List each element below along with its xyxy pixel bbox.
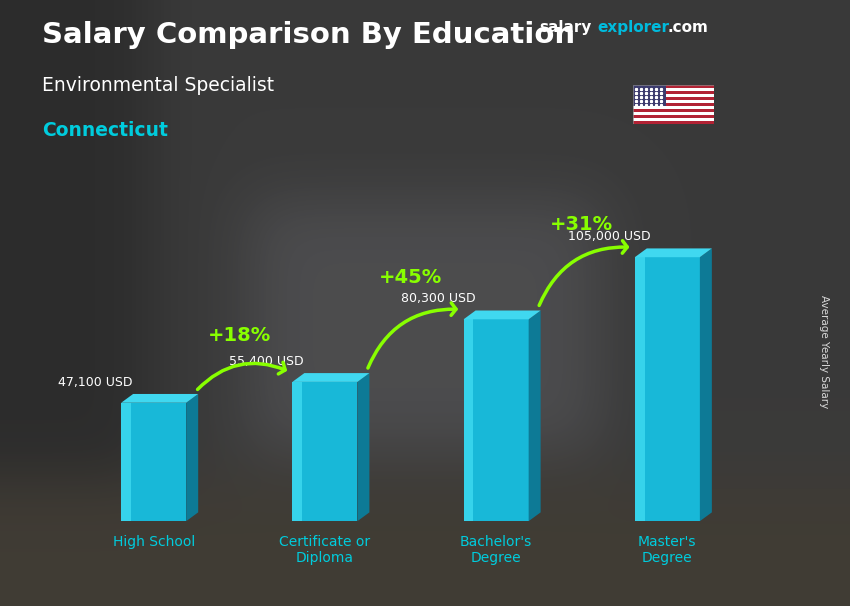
Polygon shape <box>292 373 370 382</box>
Polygon shape <box>700 248 711 521</box>
Bar <box>633 106 714 109</box>
Bar <box>633 100 714 103</box>
Bar <box>633 91 714 94</box>
Polygon shape <box>463 319 473 521</box>
Polygon shape <box>529 310 541 521</box>
Bar <box>633 112 714 115</box>
Polygon shape <box>463 319 529 521</box>
Text: 47,100 USD: 47,100 USD <box>58 376 133 389</box>
Text: Environmental Specialist: Environmental Specialist <box>42 76 275 95</box>
Text: 80,300 USD: 80,300 USD <box>400 293 475 305</box>
Bar <box>633 115 714 118</box>
Polygon shape <box>122 394 198 403</box>
Text: 105,000 USD: 105,000 USD <box>568 230 650 244</box>
Text: 55,400 USD: 55,400 USD <box>230 355 304 368</box>
Text: Connecticut: Connecticut <box>42 121 168 140</box>
Text: +18%: +18% <box>207 325 271 345</box>
Polygon shape <box>186 394 198 521</box>
Bar <box>633 97 714 100</box>
Text: +31%: +31% <box>550 215 614 234</box>
Text: Average Yearly Salary: Average Yearly Salary <box>819 295 829 408</box>
Text: +45%: +45% <box>379 268 442 287</box>
Text: Salary Comparison By Education: Salary Comparison By Education <box>42 21 575 49</box>
Bar <box>633 85 714 88</box>
Text: explorer: explorer <box>598 20 670 35</box>
Polygon shape <box>358 373 370 521</box>
Bar <box>633 103 714 106</box>
Polygon shape <box>292 382 358 521</box>
Text: .com: .com <box>667 20 708 35</box>
Polygon shape <box>463 310 541 319</box>
Polygon shape <box>635 257 644 521</box>
Bar <box>633 109 714 112</box>
Text: salary: salary <box>540 20 592 35</box>
Bar <box>633 88 714 91</box>
Polygon shape <box>122 403 131 521</box>
Polygon shape <box>122 403 186 521</box>
Polygon shape <box>292 382 302 521</box>
Bar <box>633 121 714 124</box>
Bar <box>633 85 666 106</box>
Polygon shape <box>635 257 700 521</box>
Polygon shape <box>635 248 711 257</box>
Bar <box>633 118 714 121</box>
Bar <box>633 94 714 97</box>
